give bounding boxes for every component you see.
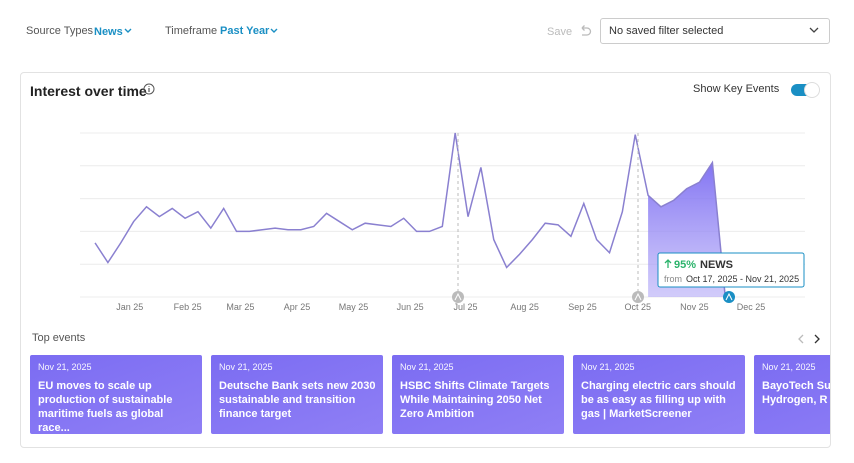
event-card[interactable]: Nov 21, 2025 Deutsche Bank sets new 2030 … [211, 355, 383, 434]
event-title: Charging electric cars should be as easy… [581, 380, 736, 420]
events-title: Top events [32, 332, 86, 344]
x-tick-label: Jan 25 [116, 302, 143, 312]
x-tick-label: May 25 [339, 302, 369, 312]
key-event-marker[interactable] [452, 291, 464, 303]
event-title: HSBC Shifts Climate Targets While Mainta… [400, 380, 550, 420]
chevron [809, 27, 819, 33]
event-card[interactable]: Nov 21, 2025 HSBC Shifts Climate Targets … [392, 355, 564, 434]
chevron [270, 28, 278, 33]
interest-line [94, 132, 727, 298]
toggle-label: Show Key Events [693, 83, 780, 95]
tooltip-range: Oct 17, 2025 - Nov 21, 2025 [686, 274, 799, 284]
x-tick-label: Oct 25 [625, 302, 652, 312]
tooltip-from: from [664, 274, 682, 284]
x-tick-label: Feb 25 [174, 302, 202, 312]
x-tick-label: Jul 25 [453, 302, 477, 312]
key-event-marker[interactable] [632, 291, 644, 303]
key-event-marker-selected[interactable] [723, 291, 735, 303]
x-tick-label: Aug 25 [510, 302, 539, 312]
source-value[interactable]: News [94, 26, 123, 38]
event-date: Nov 21, 2025 [219, 362, 273, 372]
x-tick-label: Nov 25 [680, 302, 709, 312]
undo-icon[interactable] [578, 24, 592, 38]
x-tick-label: Mar 25 [226, 302, 254, 312]
event-card[interactable]: Nov 21, 2025 BayoTech Supplier for Hydrog… [754, 355, 831, 434]
tooltip: 95% NEWS from Oct 17, 2025 - Nov 21, 202… [657, 252, 805, 288]
saved-filter-select[interactable]: No saved filter selected [600, 18, 830, 44]
chevron [124, 28, 132, 33]
event-card[interactable]: Nov 21, 2025 Charging electric cars shoul… [573, 355, 745, 434]
tooltip-change: 95% [674, 259, 696, 271]
event-title: EU moves to scale up production of susta… [38, 380, 173, 434]
x-tick-label: Jun 25 [397, 302, 424, 312]
timeframe-value[interactable]: Past Year [220, 25, 270, 37]
event-date: Nov 21, 2025 [581, 362, 635, 372]
event-card[interactable]: Nov 21, 2025 EU moves to scale up product… [30, 355, 202, 434]
x-tick-label: Apr 25 [284, 302, 311, 312]
interest-panel: Interest over time Show Key Events Top e… [20, 72, 831, 448]
x-tick-label: Dec 25 [737, 302, 766, 312]
event-date: Nov 21, 2025 [38, 362, 92, 372]
event-date: Nov 21, 2025 [400, 362, 454, 372]
timeframe-label: Timeframe [165, 25, 218, 37]
events-pager[interactable] [797, 333, 827, 345]
saved-filter-text: No saved filter selected [609, 25, 724, 37]
event-title: Deutsche Bank sets new 2030 sustainable … [219, 380, 376, 420]
key-events-toggle[interactable] [790, 81, 822, 99]
tooltip-label: NEWS [700, 259, 733, 271]
source-label: Source Types [26, 25, 94, 37]
event-date: Nov 21, 2025 [762, 362, 816, 372]
x-tick-label: Sep 25 [568, 302, 597, 312]
save-button[interactable]: Save [547, 26, 573, 38]
panel-title: Interest over time [30, 83, 147, 99]
event-title: BayoTech Supplier for Hydrogen, R [762, 380, 831, 406]
info-icon[interactable] [143, 83, 155, 95]
